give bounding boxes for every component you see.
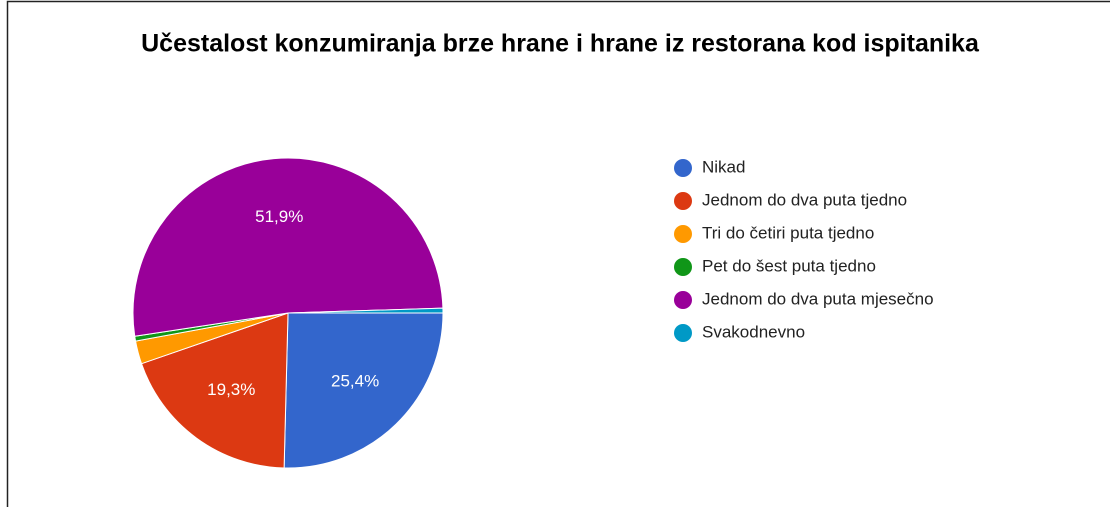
pie-slice	[140, 312, 289, 469]
legend-label: Jednom do dva puta mjesečno	[702, 289, 934, 308]
slice-label: 19,3%	[207, 380, 255, 399]
legend-label: Jednom do dva puta tjedno	[702, 190, 907, 209]
legend-swatch	[674, 192, 692, 210]
legend-swatch	[674, 258, 692, 276]
legend-swatch	[674, 159, 692, 177]
chart-title: Učestalost konzumiranja brze hrane i hra…	[141, 30, 980, 58]
legend-swatch	[674, 324, 692, 342]
slice-label: 25,4%	[331, 371, 379, 390]
legend-swatch	[674, 291, 692, 309]
pie-slice	[287, 307, 444, 314]
legend-label: Svakodnevno	[702, 322, 805, 341]
slice-label: 51,9%	[255, 207, 303, 226]
pie-slice	[132, 157, 444, 337]
pie-slice	[283, 312, 444, 469]
frame	[6, 0, 1110, 507]
legend-swatch	[674, 225, 692, 243]
legend-label: Tri do četiri puta tjedno	[702, 223, 874, 242]
legend-label: Nikad	[702, 157, 745, 176]
legend-label: Pet do šest puta tjedno	[702, 256, 876, 275]
